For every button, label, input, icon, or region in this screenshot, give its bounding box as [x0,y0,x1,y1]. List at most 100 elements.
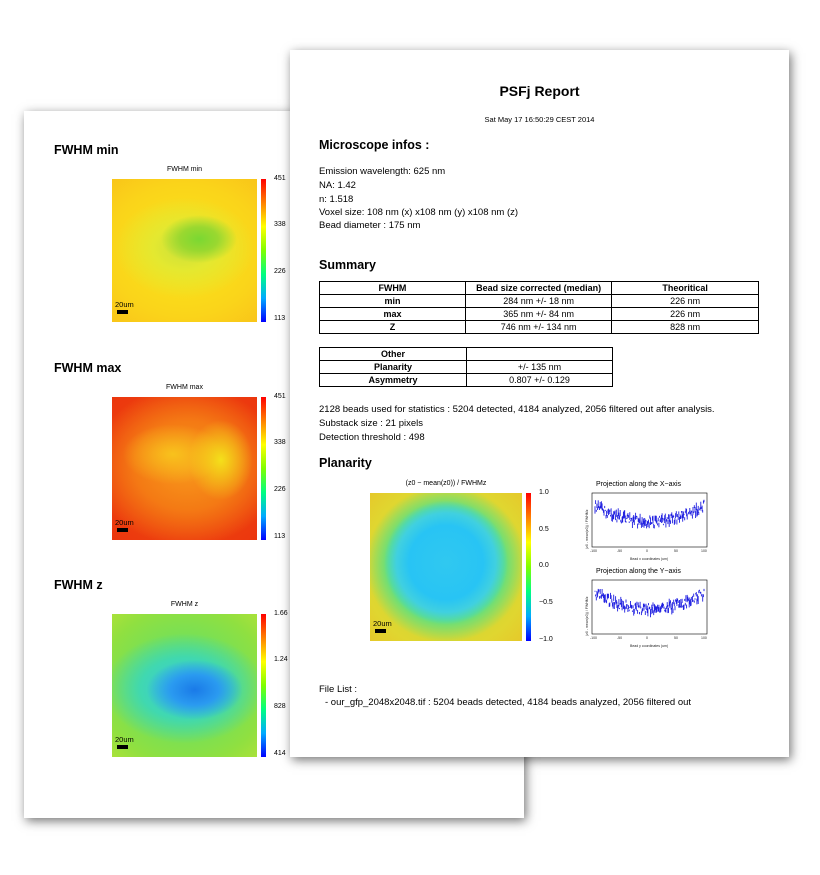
table-header-cell: FWHM [319,281,466,295]
fwhm-max-colorbar [261,397,266,540]
table-cell: 284 nm +/- 18 nm [464,294,613,308]
table-cell: +/- 135 nm [466,360,613,374]
projection-y-ylabel: (z0 - mean(z0)) / FWHMz [585,596,589,636]
projection-x-frame [591,492,708,548]
microscope-line: Bead diameter : 175 nm [319,220,421,231]
table-row: Z 746 nm +/- 134 nm 828 nm [319,320,759,334]
table-cell: min [319,294,466,308]
planarity-scale-bar [375,629,386,633]
fwhm-min-map-title: FWHM min [167,166,202,173]
stats-line: Detection threshold : 498 [319,432,425,443]
microscope-line: n: 1.518 [319,194,354,205]
fwhm-min-scale-bar [117,310,128,314]
table-cell: 746 nm +/- 134 nm [464,320,613,334]
file-list-heading: File List : [319,684,358,695]
fwhm-min-tick: 338 [274,221,286,228]
projection-x-tick: 0 [646,549,648,553]
summary-heading: Summary [319,258,376,272]
fwhm-z-tick: 414 [274,750,286,757]
microscope-line: Emission wavelength: 625 nm [319,166,446,177]
fwhm-z-scale-bar [117,745,128,749]
planarity-tick: −1.0 [539,636,553,643]
fwhm-z-heatmap: 20um [112,614,257,757]
projection-x-tick: 100 [701,549,707,553]
other-metrics-table: Other Planarity +/- 135 nm Asymmetry 0.8… [318,347,613,387]
fwhm-summary-table: FWHM Bead size corrected (median) Theori… [319,281,759,334]
fwhm-z-tick: 1.24 [274,656,288,663]
table-header-cell: Bead size corrected (median) [464,281,613,295]
stats-line: Substack size : 21 pixels [319,418,424,429]
projection-y-xlabel: Bead y coordinates (um) [630,644,669,648]
table-cell: Z [319,320,466,334]
table-row: max 365 nm +/- 84 nm 226 nm [319,307,759,321]
fwhm-z-map-title: FWHM z [170,601,199,608]
fwhm-min-heading: FWHM min [54,143,119,157]
fwhm-max-tick: 226 [274,486,286,493]
planarity-tick: 0.0 [539,562,549,569]
planarity-heatmap: 20um [370,493,522,641]
fwhm-max-tick: 338 [274,439,286,446]
stats-line: 2128 beads used for statistics : 5204 de… [319,404,715,415]
table-row: min 284 nm +/- 18 nm 226 nm [319,294,759,308]
microscope-heading: Microscope infos : [319,138,430,152]
table-header-cell [466,347,613,361]
fwhm-z-colorbar [261,614,266,757]
projection-x-title: Projection along the X−axis [596,481,682,488]
fwhm-max-scale-label: 20um [115,518,134,527]
table-cell: 226 nm [611,294,759,308]
table-header-row: FWHM Bead size corrected (median) Theori… [319,281,759,295]
microscope-line: NA: 1.42 [319,180,356,191]
fwhm-z-scale-label: 20um [115,735,134,744]
projection-y-title: Projection along the Y−axis [596,568,681,575]
projection-y-tick: -50 [617,636,623,640]
planarity-scale-label: 20um [373,619,392,628]
fwhm-z-tick: 1.66 [274,610,288,617]
fwhm-min-tick: 226 [274,268,286,275]
planarity-map-title: (z0 − mean(z0)) / FWHMz [405,480,487,487]
fwhm-z-tick: 828 [274,703,286,710]
table-row: Asymmetry 0.807 +/- 0.129 [318,373,613,387]
planarity-tick: 1.0 [539,489,549,496]
fwhm-min-colorbar [261,179,266,322]
fwhm-max-heatmap: 20um [112,397,257,540]
projection-x-tick: -50 [617,549,623,553]
table-header-row: Other [318,347,613,361]
microscope-line: Voxel size: 108 nm (x) x108 nm (y) x108 … [319,207,519,218]
fwhm-max-scale-bar [117,528,128,532]
front-report-page: PSFj Report Sat May 17 16:50:29 CEST 201… [290,50,789,757]
fwhm-min-heatmap: 20um [112,179,257,322]
projection-x-scatter [594,499,705,529]
projection-y-plot [591,579,708,635]
fwhm-max-map-title: FWHM max [166,384,203,391]
file-list-item: - our_gfp_2048x2048.tif : 5204 beads det… [325,697,692,708]
planarity-tick: −0.5 [539,599,553,606]
planarity-heading: Planarity [319,456,372,470]
table-cell: max [319,307,466,321]
report-date: Sat May 17 16:50:29 CEST 2014 [484,115,595,124]
table-header-cell: Theoritical [611,281,759,295]
table-cell: Asymmetry [318,373,468,387]
fwhm-max-heading: FWHM max [54,361,122,375]
projection-x-ylabel: (z0 - mean(z0)) / FWHMz [585,509,589,549]
projection-y-tick: -100 [590,636,598,640]
projection-x-xlabel: Bead x coordinates (um) [630,557,669,561]
projection-x-tick: -100 [590,549,598,553]
projection-y-scatter [594,588,705,618]
fwhm-max-tick: 451 [274,393,286,400]
table-cell: 828 nm [611,320,759,334]
projection-x-plot [591,492,708,548]
table-cell: 226 nm [611,307,759,321]
projection-y-tick: 100 [701,636,707,640]
planarity-colorbar [526,493,531,641]
planarity-tick: 0.5 [539,526,549,533]
fwhm-min-scale-label: 20um [115,300,134,309]
table-row: Planarity +/- 135 nm [318,360,613,374]
table-cell: 365 nm +/- 84 nm [464,307,613,321]
fwhm-min-tick: 451 [274,175,286,182]
table-header-cell: Other [318,347,468,361]
projection-x-tick: 50 [674,549,678,553]
projection-y-tick: 50 [674,636,678,640]
table-cell: Planarity [318,360,468,374]
table-cell: 0.807 +/- 0.129 [466,373,613,387]
fwhm-max-tick: 113 [274,533,286,540]
